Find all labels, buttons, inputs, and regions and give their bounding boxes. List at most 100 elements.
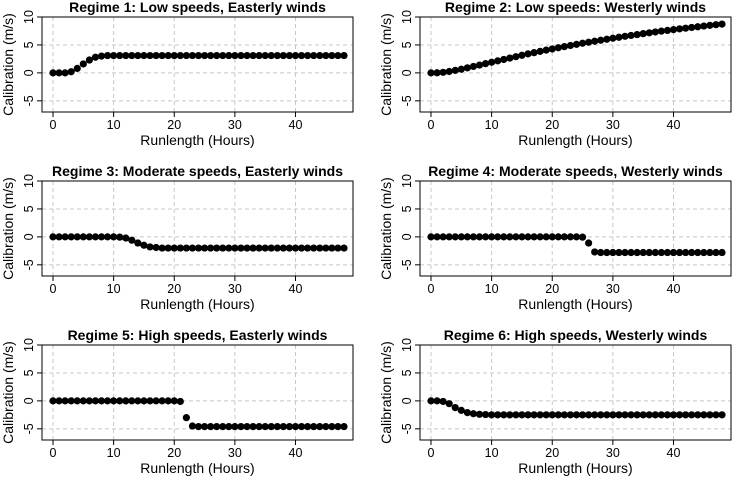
data-point: [225, 422, 233, 431]
data-point: [718, 248, 726, 257]
data-point: [463, 64, 471, 72]
data-point: [128, 51, 136, 60]
data-point: [79, 233, 87, 241]
data-point: [316, 244, 324, 252]
data-point: [451, 403, 459, 412]
data-point: [207, 422, 215, 431]
data-point: [200, 244, 209, 252]
data-point: [669, 411, 678, 419]
x-tick-label: 30: [228, 118, 242, 132]
data-point: [615, 411, 623, 419]
data-point: [609, 34, 617, 42]
data-point: [134, 51, 142, 60]
data-point: [657, 411, 665, 419]
data-point: [322, 244, 330, 252]
data-point: [603, 248, 611, 257]
data-point: [427, 233, 435, 241]
data-point: [297, 51, 306, 60]
data-point: [560, 411, 568, 419]
data-point: [536, 47, 544, 55]
data-point: [140, 241, 148, 249]
data-point: [578, 39, 587, 47]
data-point: [291, 422, 300, 431]
data-point: [675, 25, 684, 33]
chart-panel-1: 0 10 20 30 40 -5 0 5 10 Regime 1: Low speeds, Eas…: [0, 0, 354, 148]
data-point: [439, 68, 447, 76]
data-point: [213, 51, 221, 60]
data-point: [682, 24, 690, 32]
data-point: [225, 244, 233, 252]
data-point: [439, 233, 447, 241]
data-point: [469, 410, 478, 418]
data-point: [261, 51, 269, 60]
y-tick-label: 0: [400, 69, 414, 76]
data-point: [518, 411, 526, 419]
data-point: [494, 57, 502, 65]
data-point: [73, 397, 81, 405]
plot-frame: [419, 180, 732, 277]
data-point: [506, 233, 514, 241]
x-tick-label: 10: [107, 118, 121, 132]
data-point: [140, 397, 148, 405]
data-point: [249, 51, 257, 60]
data-point: [675, 248, 684, 257]
data-point: [110, 397, 118, 405]
data-point: [310, 422, 318, 431]
data-point: [663, 411, 672, 419]
data-point: [219, 244, 227, 252]
data-point: [706, 21, 714, 29]
data-point: [91, 233, 100, 241]
data-point: [694, 23, 702, 31]
data-point: [122, 397, 130, 405]
x-tick-label: 10: [485, 446, 499, 460]
x-tick-label: 10: [107, 282, 121, 296]
data-point: [182, 51, 190, 60]
data-point: [164, 244, 172, 252]
plot-frame: [41, 180, 354, 277]
data-point: [134, 397, 142, 405]
data-point: [328, 51, 336, 60]
data-point: [85, 397, 93, 405]
data-point: [322, 51, 330, 60]
y-tick-label: 0: [22, 233, 36, 240]
data-point: [554, 411, 562, 419]
data-point: [585, 411, 593, 419]
data-point: [237, 244, 245, 252]
data-point: [207, 244, 215, 252]
data-point: [328, 422, 336, 431]
data-point: [524, 411, 532, 419]
data-point: [285, 51, 294, 60]
data-point: [291, 51, 300, 60]
data-point: [530, 233, 538, 241]
data-point: [488, 233, 496, 241]
data-point: [67, 68, 75, 76]
data-point: [512, 53, 520, 61]
data-point: [500, 411, 508, 419]
data-point: [97, 233, 106, 241]
data-point: [122, 51, 130, 60]
data-point: [170, 51, 178, 60]
data-point: [97, 397, 106, 405]
y-tick-label: -5: [400, 259, 414, 270]
data-point: [591, 37, 599, 45]
x-tick-label: 30: [606, 282, 620, 296]
data-point: [207, 51, 215, 60]
chart-title: Regime 4: Moderate speeds, Westerly wind…: [428, 163, 723, 179]
data-point: [67, 397, 75, 405]
data-point: [91, 397, 100, 405]
data-point: [267, 51, 275, 60]
data-point: [146, 397, 154, 405]
data-point: [682, 411, 690, 419]
data-point: [176, 397, 184, 406]
data-point: [128, 397, 136, 405]
y-axis-label: Calibration (m/s): [0, 177, 16, 280]
x-axis-label: Runlength (Hours): [518, 296, 632, 312]
chart-title: Regime 3: Moderate speeds, Easterly wind…: [52, 163, 343, 179]
y-tick-label: 10: [400, 10, 414, 24]
y-tick-label: -5: [22, 95, 36, 106]
data-point: [188, 51, 197, 60]
data-point: [506, 54, 514, 62]
data-point: [261, 422, 269, 431]
data-point: [481, 233, 490, 241]
data-point: [663, 26, 672, 35]
